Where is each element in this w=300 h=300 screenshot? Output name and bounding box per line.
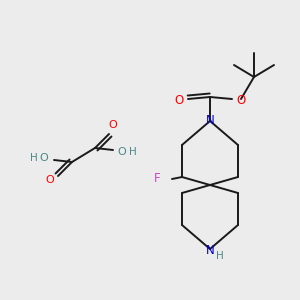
Text: O: O bbox=[46, 175, 54, 185]
Text: O: O bbox=[109, 120, 117, 130]
Text: O: O bbox=[118, 147, 126, 157]
Text: O: O bbox=[174, 94, 184, 107]
Text: H: H bbox=[129, 147, 137, 157]
Text: F: F bbox=[154, 172, 160, 185]
Text: H: H bbox=[216, 251, 224, 261]
Text: N: N bbox=[206, 244, 214, 256]
Text: O: O bbox=[236, 94, 246, 107]
Text: O: O bbox=[40, 153, 48, 163]
Text: N: N bbox=[206, 115, 214, 128]
Text: H: H bbox=[30, 153, 38, 163]
